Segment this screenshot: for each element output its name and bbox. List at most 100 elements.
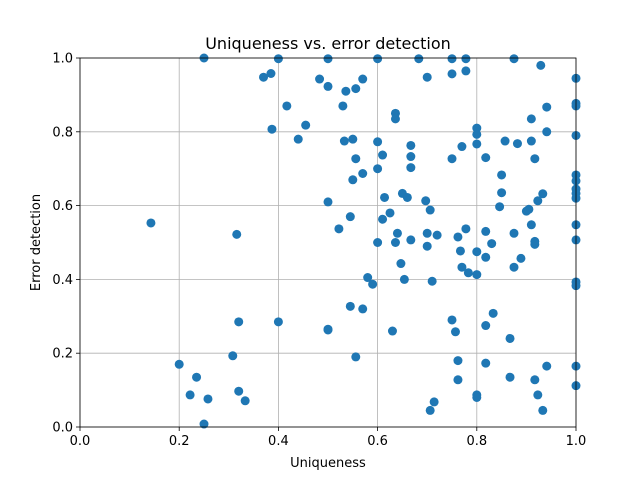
scatter-point [385,208,395,218]
x-axis-label: Uniqueness [290,456,366,471]
scatter-point [461,224,471,234]
x-tick-label: 1.0 [566,434,587,449]
scatter-point [380,192,390,202]
scatter-point [472,392,482,402]
scatter-point [334,224,344,234]
scatter-point [487,239,497,249]
y-tick-label: 0.8 [52,125,73,140]
scatter-point [533,390,543,400]
scatter-point [481,321,491,331]
scatter-point [495,202,505,212]
scatter-point [174,359,184,369]
axis-ticks: 0.0 0.2 0.4 0.6 0.8 1.0 0.0 0.2 0.4 0.6 0.8 1.0 [52,52,586,450]
y-tick-label: 0.6 [52,199,73,214]
scatter-point [447,154,457,164]
scatter-point [530,239,540,249]
scatter-point [526,220,536,230]
scatter-point [259,72,269,82]
scatter-point [323,81,333,91]
scatter-point [345,301,355,311]
scatter-point [378,214,388,224]
scatter-point [453,356,463,366]
scatter-point [323,325,333,335]
data-points [146,53,581,429]
scatter-point [472,123,482,133]
scatter-point [509,54,519,64]
scatter-point [323,54,333,64]
scatter-point [463,268,473,278]
scatter-point [447,69,457,79]
scatter-point [524,204,534,214]
scatter-point [373,137,383,147]
scatter-point [472,270,482,280]
scatter-point [497,170,507,180]
scatter-point [240,396,250,406]
scatter-point [455,246,465,256]
scatter-point [228,351,238,361]
scatter-point [497,188,507,198]
scatter-point [425,205,435,215]
scatter-point [199,419,209,429]
y-axis-label: Error detection [29,194,44,291]
scatter-point [481,252,491,262]
x-tick-label: 0.6 [367,434,388,449]
scatter-point [358,74,368,84]
scatter-point [146,218,156,228]
scatter-point [526,114,536,124]
scatter-point [432,230,442,240]
x-tick-label: 0.2 [169,434,190,449]
scatter-point [282,101,292,111]
scatter-point [538,189,548,199]
scatter-point [351,84,361,94]
scatter-point [358,169,368,178]
y-tick-label: 0.2 [52,347,73,362]
scatter-point [373,54,383,64]
scatter-point [427,276,437,286]
scatter-point [368,279,378,289]
scatter-point [406,140,416,150]
scatter-point [406,235,416,245]
scatter-point [505,333,515,343]
scatter-point [457,262,467,272]
scatter-point [414,54,424,64]
scatter-point [378,150,388,160]
scatter-point [481,153,491,163]
scatter-point [392,228,402,238]
scatter-point [323,197,333,207]
scatter-point [390,114,400,124]
scatter-point [358,304,368,314]
scatter-point [390,238,400,247]
x-tick-label: 0.4 [268,434,289,449]
scatter-point [509,228,519,238]
scatter-point [472,139,482,149]
scatter-point [373,238,383,247]
scatter-point [512,139,522,149]
scatter-point [453,375,463,385]
scatter-point [488,308,498,318]
y-tick-label: 0.4 [52,273,73,288]
scatter-point [530,375,540,385]
y-tick-label: 0.0 [52,421,73,436]
x-tick-label: 0.0 [70,434,91,449]
scatter-point [399,274,409,284]
scatter-point [203,394,213,404]
scatter-point [425,405,435,415]
x-tick-label: 0.8 [466,434,487,449]
scatter-point [267,124,277,134]
scatter-point [338,101,348,111]
scatter-point [406,152,416,162]
plot-frame [79,57,577,428]
scatter-point [387,326,397,336]
scatter-point [234,317,244,327]
scatter-point [505,372,515,382]
scatter-point [266,69,276,78]
scatter-point [273,317,283,327]
scatter-point [533,196,543,206]
scatter-point [530,154,540,164]
scatter-point [447,54,457,64]
scatter-point [339,136,349,146]
scatter-point [536,60,546,70]
scatter-point [351,154,361,164]
scatter-point [421,196,431,206]
